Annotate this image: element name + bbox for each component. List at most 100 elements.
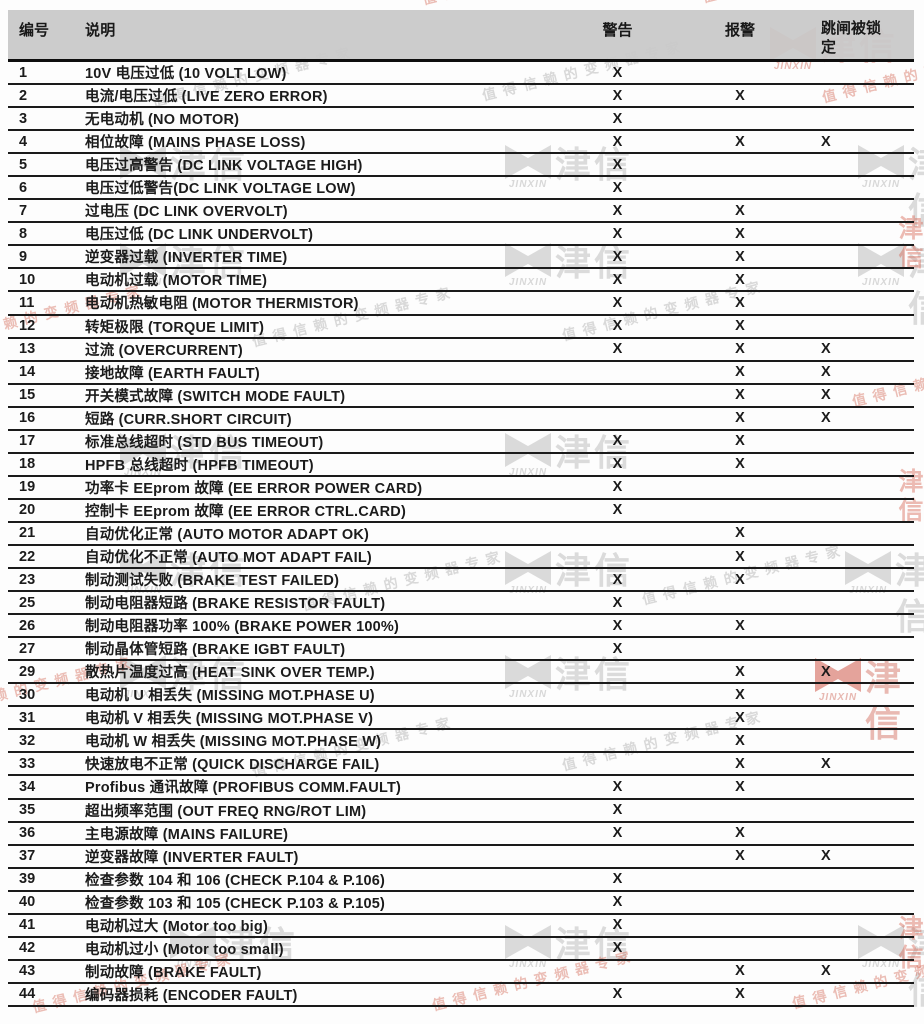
table-row: 35 超出频率范围 (OUT FREQ RNG/ROT LIM) X	[8, 800, 914, 823]
table-row: 32 电动机 W 相丢失 (MISSING MOT.PHASE W) X	[8, 730, 914, 754]
row-description: 接地故障 (EARTH FAULT)	[85, 365, 260, 382]
alarm-mark: X	[735, 709, 745, 726]
row-number: 27	[19, 640, 36, 657]
row-number: 42	[19, 940, 36, 957]
header-warning: 警告	[602, 22, 633, 39]
table-row: 7 过电压 (DC LINK OVERVOLT) X X	[8, 200, 914, 224]
table-row: 11 电动机热敏电阻 (MOTOR THERMISTOR) X X	[8, 292, 914, 316]
table-row: 12 转矩极限 (TORQUE LIMIT) X X	[8, 316, 914, 339]
table-row: 14 接地故障 (EARTH FAULT) X X	[8, 362, 914, 385]
row-description: 电流/电压过低 (LIVE ZERO ERROR)	[85, 89, 328, 106]
row-number: 15	[19, 387, 36, 404]
table-row: 21 自动优化正常 (AUTO MOTOR ADAPT OK) X	[8, 523, 914, 546]
warning-mark: X	[612, 271, 623, 288]
row-description: 电动机 U 相丢失 (MISSING MOT.PHASE U)	[85, 688, 375, 705]
trip-locked-mark: X	[821, 963, 831, 980]
header-description: 说明	[85, 22, 116, 39]
table-row: 34 Profibus 通讯故障 (PROFIBUS COMM.FAULT) X X	[8, 776, 914, 800]
trip-locked-mark: X	[821, 410, 831, 427]
warning-mark: X	[612, 986, 623, 1003]
row-number: 39	[19, 871, 36, 888]
table-row: 18 HPFB 总线超时 (HPFB TIMEOUT) X X	[8, 454, 914, 477]
row-description: 标准总线超时 (STD BUS TIMEOUT)	[85, 434, 324, 451]
table-row: 8 电压过低 (DC LINK UNDERVOLT) X X	[8, 223, 914, 247]
row-number: 4	[19, 133, 28, 150]
row-number: 41	[19, 917, 36, 934]
row-number: 5	[19, 156, 28, 173]
alarm-mark: X	[735, 318, 745, 335]
alarm-mark: X	[735, 364, 745, 381]
table-row: 40 检查参数 103 和 105 (CHECK P.103 & P.105) X	[8, 892, 914, 915]
row-number: 23	[19, 571, 36, 588]
row-description: 电压过低 (DC LINK UNDERVOLT)	[85, 227, 314, 244]
table-header: 编号 说明 警告 报警 跳闸被锁定	[8, 10, 914, 62]
warning-mark: X	[612, 179, 623, 196]
row-description: 超出频率范围 (OUT FREQ RNG/ROT LIM)	[85, 803, 367, 820]
trip-locked-mark: X	[821, 387, 831, 404]
row-number: 1	[19, 64, 28, 81]
trip-locked-mark: X	[821, 663, 831, 680]
alarm-mark: X	[735, 848, 745, 865]
row-number: 33	[19, 755, 36, 772]
table-row: 22 自动优化不正常 (AUTO MOT ADAPT FAIL) X	[8, 546, 914, 570]
row-number: 21	[19, 525, 36, 542]
table-row: 1 10V 电压过低 (10 VOLT LOW) X	[8, 62, 914, 86]
row-number: 35	[19, 802, 36, 819]
table-row: 26 制动电阻器功率 100% (BRAKE POWER 100%) X X	[8, 615, 914, 639]
row-number: 10	[19, 271, 36, 288]
table-row: 4 相位故障 (MAINS PHASE LOSS) X X X	[8, 131, 914, 155]
header-trip-locked-label: 跳闸被锁定	[821, 20, 882, 56]
slogan-watermark: 值得信赖的变频器专家	[700, 0, 909, 7]
row-description: 快速放电不正常 (QUICK DISCHARGE FAIL)	[85, 757, 380, 774]
row-description: 电动机过大 (Motor too big)	[85, 918, 268, 935]
table-row: 20 控制卡 EEprom 故障 (EE ERROR CTRL.CARD) X	[8, 500, 914, 523]
row-description: 转矩极限 (TORQUE LIMIT)	[85, 319, 265, 336]
row-description: 制动测试失败 (BRAKE TEST FAILED)	[85, 573, 340, 590]
warning-mark: X	[612, 64, 623, 81]
row-number: 3	[19, 110, 28, 127]
row-description: 功率卡 EEprom 故障 (EE ERROR POWER CARD)	[85, 480, 423, 497]
table-row: 27 制动晶体管短路 (BRAKE IGBT FAULT) X	[8, 638, 914, 662]
warning-mark: X	[612, 225, 623, 242]
warning-mark: X	[612, 110, 623, 127]
row-number: 2	[19, 87, 28, 104]
table-row: 2 电流/电压过低 (LIVE ZERO ERROR) X X	[8, 85, 914, 109]
trip-locked-mark: X	[821, 364, 831, 381]
row-number: 6	[19, 179, 28, 196]
warning-mark: X	[612, 133, 623, 150]
row-description: 开关模式故障 (SWITCH MODE FAULT)	[85, 388, 346, 405]
alarm-mark: X	[735, 248, 745, 265]
row-description: 制动电阻器短路 (BRAKE RESISTOR FAULT)	[85, 596, 386, 613]
row-number: 20	[19, 502, 36, 519]
row-description: 检查参数 104 和 106 (CHECK P.104 & P.106)	[85, 872, 386, 889]
trip-locked-mark: X	[821, 133, 831, 150]
table-row: 29 散热片温度过高 (HEAT SINK OVER TEMP.) X X	[8, 661, 914, 685]
row-number: 7	[19, 202, 28, 219]
alarm-mark: X	[735, 571, 745, 588]
alarm-mark: X	[735, 294, 745, 311]
row-number: 40	[19, 894, 36, 911]
alarm-mark: X	[735, 825, 745, 842]
table-row: 19 功率卡 EEprom 故障 (EE ERROR POWER CARD) X	[8, 477, 914, 500]
warning-mark: X	[612, 479, 623, 496]
row-description: 控制卡 EEprom 故障 (EE ERROR CTRL.CARD)	[85, 503, 406, 520]
row-number: 30	[19, 686, 36, 703]
row-description: 编码器损耗 (ENCODER FAULT)	[85, 987, 298, 1004]
warning-mark: X	[612, 248, 623, 265]
warning-mark: X	[612, 940, 623, 957]
table-body: 1 10V 电压过低 (10 VOLT LOW) X 2 电流/电压过低 (LIVE Z…	[8, 62, 914, 1007]
row-number: 43	[19, 963, 36, 980]
table-row: 17 标准总线超时 (STD BUS TIMEOUT) X X	[8, 431, 914, 454]
warning-mark: X	[612, 917, 623, 934]
row-number: 13	[19, 341, 36, 358]
table-row: 5 电压过高警告 (DC LINK VOLTAGE HIGH) X	[8, 154, 914, 178]
row-number: 32	[19, 732, 36, 749]
row-description: 检查参数 103 和 105 (CHECK P.103 & P.105)	[85, 895, 386, 912]
warning-mark: X	[612, 87, 623, 104]
trip-locked-mark: X	[821, 341, 831, 358]
row-number: 12	[19, 318, 36, 335]
row-description: 制动故障 (BRAKE FAULT)	[85, 964, 262, 981]
table-row: 25 制动电阻器短路 (BRAKE RESISTOR FAULT) X	[8, 592, 914, 616]
table-row: 3 无电动机 (NO MOTOR) X	[8, 108, 914, 132]
row-description: 电压过高警告 (DC LINK VOLTAGE HIGH)	[85, 158, 363, 175]
